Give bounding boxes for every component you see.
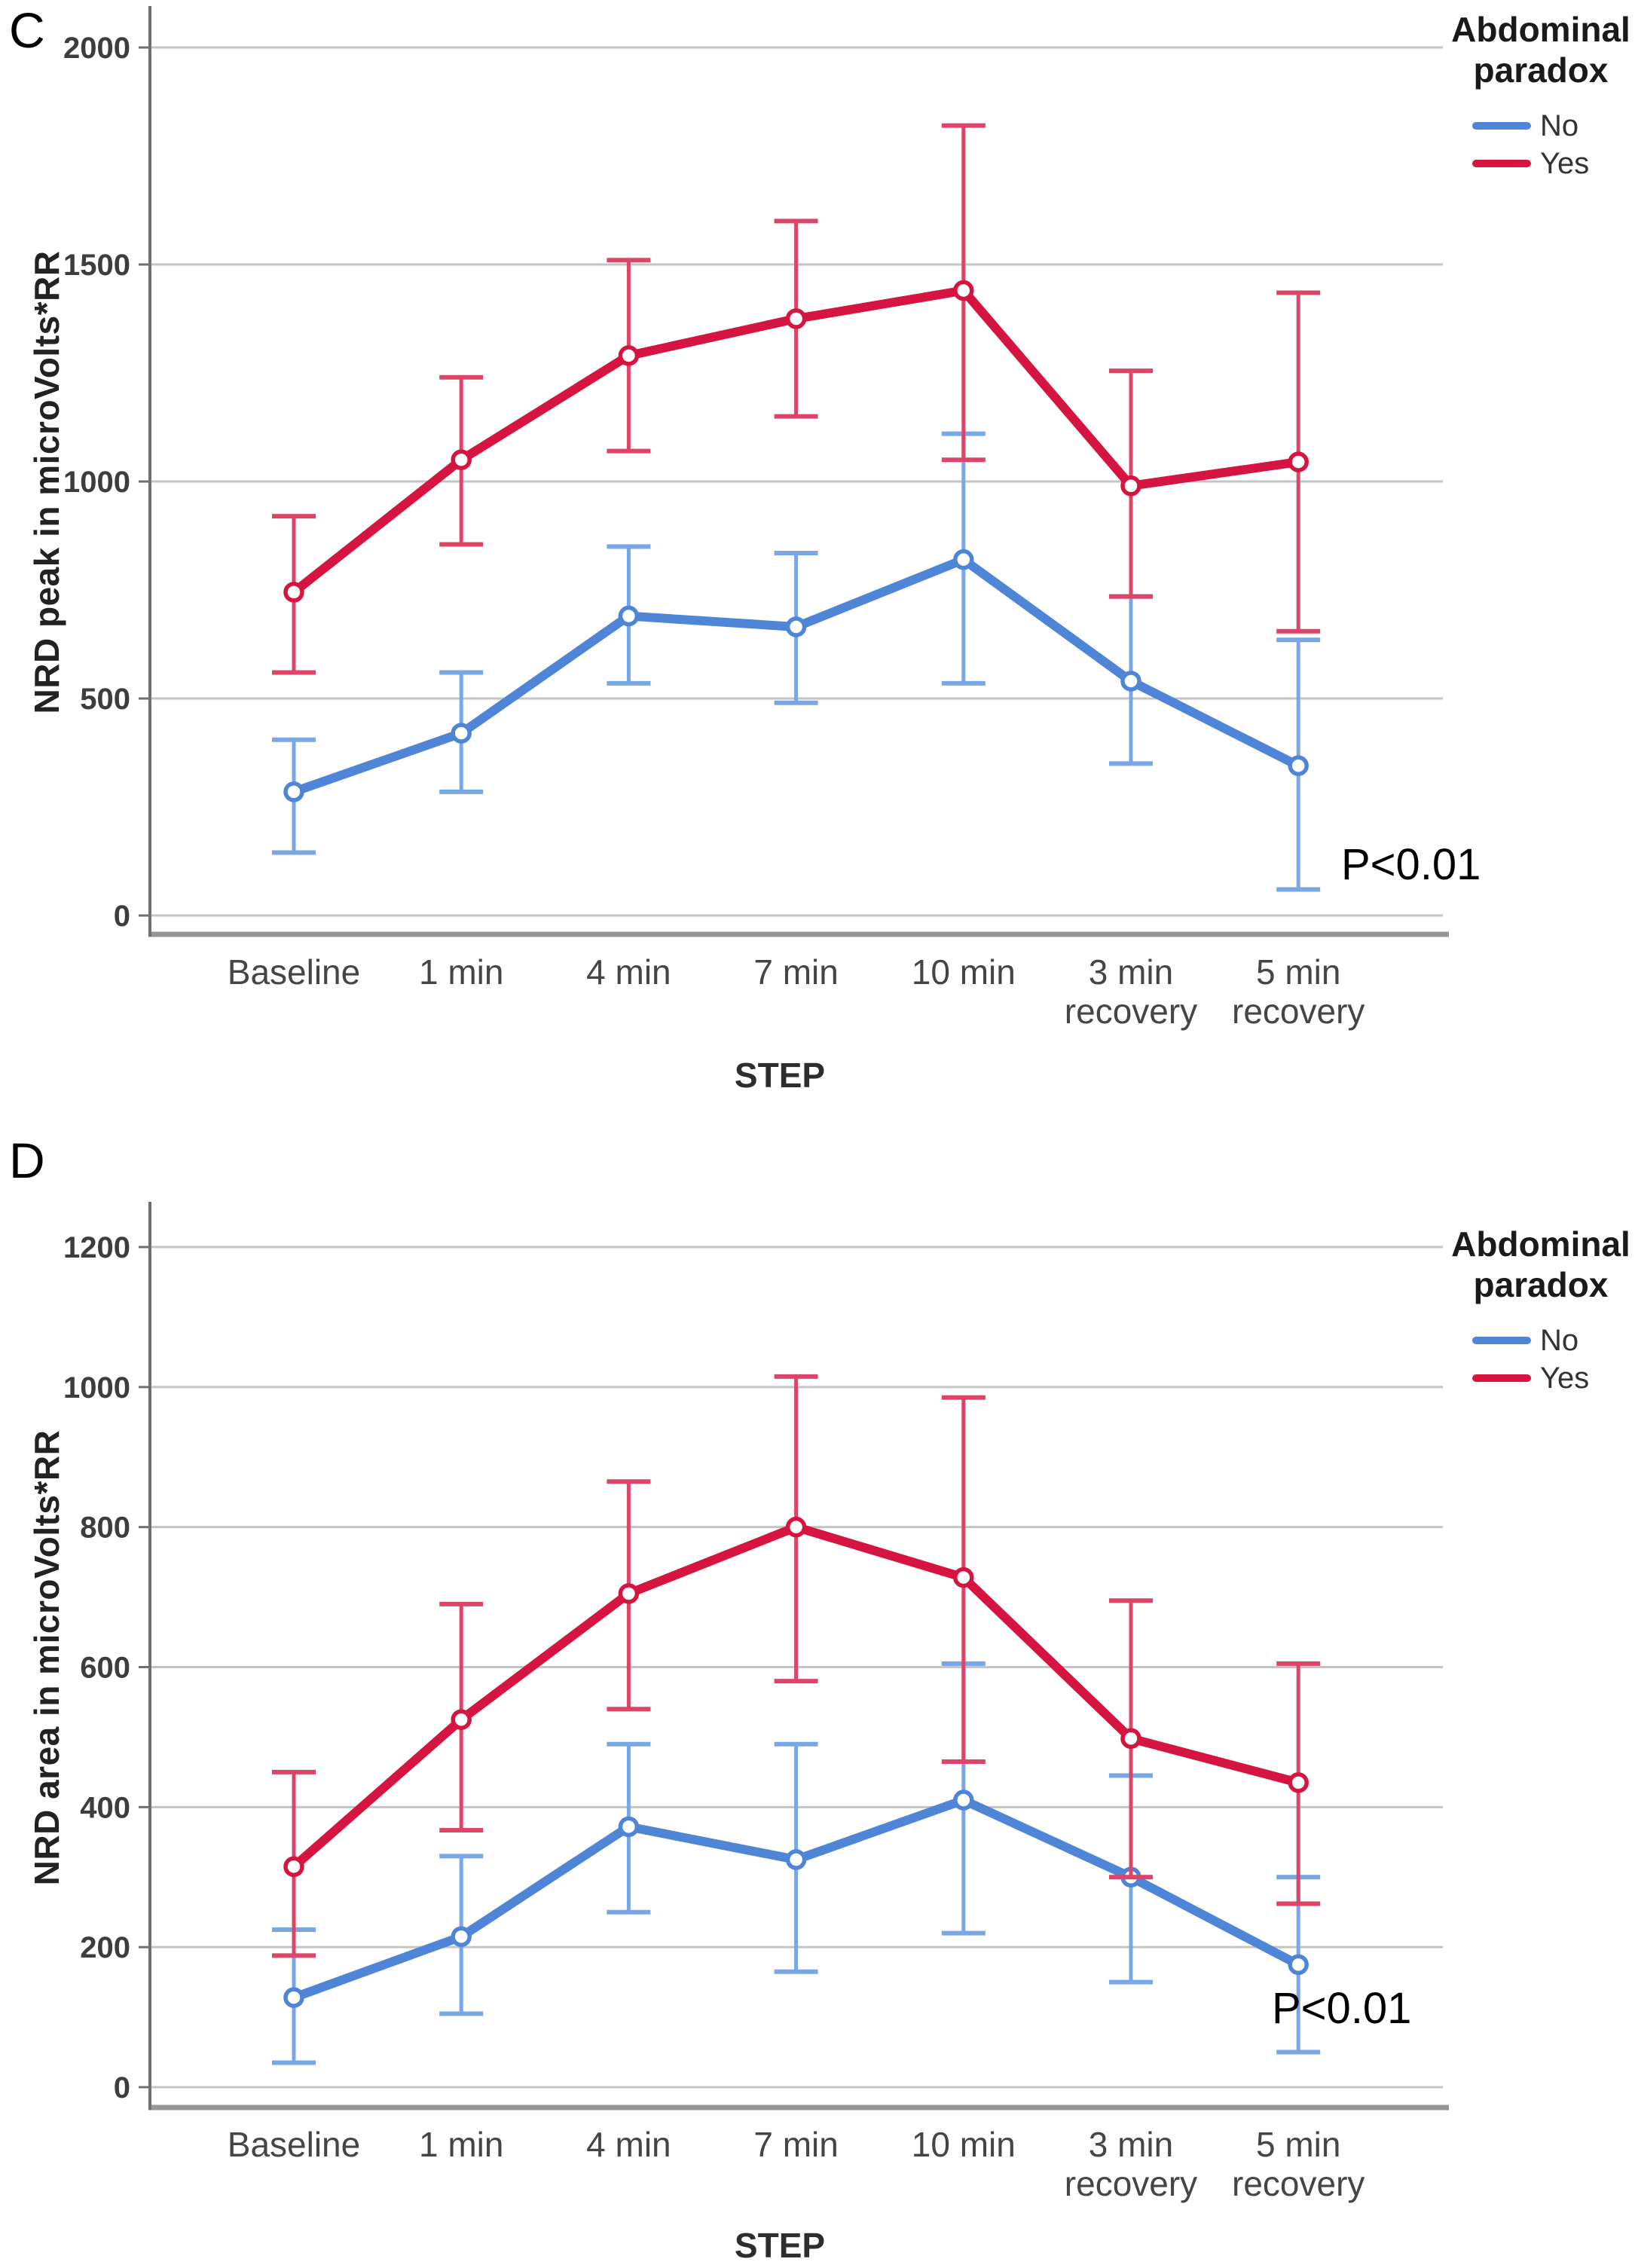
legend-line-sample-yes <box>1472 160 1531 167</box>
data-point-marker <box>953 549 974 570</box>
data-point-marker <box>451 449 472 470</box>
x-axis-title-c: STEP <box>734 1056 826 1095</box>
legend-item-no: No <box>1444 1322 1638 1359</box>
data-point-marker <box>785 1516 807 1538</box>
data-point-marker <box>1120 1728 1141 1750</box>
x-category-label: 7 min <box>753 2125 838 2164</box>
data-point-marker <box>785 616 807 637</box>
x-category-label: 7 min <box>753 952 838 992</box>
y-tick-label-800: 800 <box>80 1511 130 1545</box>
x-category-labels: Baseline 1 min 4 min 7 min 10 min 3 minrecove… <box>228 2125 1365 2203</box>
data-point-marker <box>1120 475 1141 497</box>
panel-d: 0 200 400 600 800 1000 1200 Baseline 1 min 4 min 7… <box>0 1130 1638 2268</box>
axes <box>148 6 1449 937</box>
data-point-marker <box>953 1790 974 1811</box>
legend-item-yes: Yes <box>1444 145 1638 182</box>
data-point-marker <box>283 582 304 603</box>
x-category-label: 3 min <box>1089 2125 1173 2164</box>
legend-line-sample-no <box>1472 122 1531 130</box>
data-point-marker <box>618 345 640 366</box>
y-tick-label-1500: 1500 <box>63 249 130 282</box>
data-point-marker <box>283 1987 304 2008</box>
data-point-marker <box>785 1849 807 1870</box>
x-category-label-line2: recovery <box>1232 2164 1364 2203</box>
legend-c: Abdominal paradox No Yes <box>1444 9 1638 182</box>
data-point-marker <box>1288 755 1309 777</box>
data-point-marker <box>618 1583 640 1604</box>
y-tick-label-500: 500 <box>80 683 130 716</box>
series-no <box>272 1661 1321 2065</box>
series-yes <box>272 1374 1321 1958</box>
data-point-marker <box>283 781 304 802</box>
legend-item-no: No <box>1444 107 1638 145</box>
data-point-marker <box>283 1856 304 1878</box>
series-no <box>272 431 1321 892</box>
y-ticks: 0 200 400 600 800 1000 1200 <box>63 1231 150 2104</box>
x-category-label-line2: recovery <box>1065 2164 1197 2203</box>
panel-letter-d: D <box>9 1132 45 1188</box>
data-point-marker <box>451 1709 472 1730</box>
data-point-marker <box>1120 671 1141 692</box>
axes <box>148 1202 1449 2111</box>
y-tick-label-1000: 1000 <box>63 1371 130 1405</box>
gridlines <box>150 46 1443 917</box>
x-axis-title-d: STEP <box>734 2226 826 2265</box>
y-tick-label-2000: 2000 <box>63 32 130 65</box>
x-category-label: 4 min <box>586 952 671 992</box>
legend-label-yes: Yes <box>1540 146 1590 180</box>
y-tick-label-1200: 1200 <box>63 1231 130 1264</box>
x-category-label: 5 min <box>1256 952 1340 992</box>
panel-c: 0 500 1000 1500 2000 Baseline 1 min 4 min 7 min 1… <box>0 0 1638 1130</box>
x-category-label: 10 min <box>912 2125 1016 2164</box>
x-category-label: 10 min <box>912 952 1016 992</box>
legend-line-sample-no <box>1472 1337 1531 1344</box>
p-value-annotation-c: P<0.01 <box>1341 840 1481 889</box>
legend-d: Abdominal paradox No Yes <box>1444 1224 1638 1397</box>
legend-title-c: Abdominal paradox <box>1451 10 1630 90</box>
y-axis-title-c: NRD peak in microVolts*RR <box>27 250 66 714</box>
data-point-marker <box>785 308 807 329</box>
x-category-label: 5 min <box>1256 2125 1340 2164</box>
legend-label-no: No <box>1540 1323 1579 1357</box>
y-tick-label-0: 0 <box>114 2071 130 2104</box>
x-category-label: 1 min <box>419 2125 503 2164</box>
data-point-marker <box>953 1567 974 1588</box>
data-point-marker <box>1288 1772 1309 1793</box>
legend-line-sample-yes <box>1472 1374 1531 1382</box>
legend-label-no: No <box>1540 109 1579 142</box>
data-point-marker <box>618 1816 640 1838</box>
y-tick-label-600: 600 <box>80 1652 130 1685</box>
y-tick-label-0: 0 <box>114 900 130 933</box>
panel-letter-c: C <box>9 2 45 58</box>
x-category-label-line2: recovery <box>1232 992 1364 1031</box>
data-point-marker <box>451 723 472 744</box>
x-category-labels: Baseline 1 min 4 min 7 min 10 min 3 minrecove… <box>228 952 1365 1031</box>
series-yes <box>272 123 1321 675</box>
y-tick-label-200: 200 <box>80 1931 130 1964</box>
x-category-label: Baseline <box>228 952 360 992</box>
x-category-label: 4 min <box>586 2125 671 2164</box>
y-tick-label-400: 400 <box>80 1791 130 1824</box>
legend-label-yes: Yes <box>1540 1361 1590 1395</box>
legend-item-yes: Yes <box>1444 1359 1638 1397</box>
p-value-annotation-d: P<0.01 <box>1272 1984 1412 2033</box>
data-point-marker <box>953 280 974 301</box>
chart-c-plot: 0 500 1000 1500 2000 Baseline 1 min 4 min 7 min 1… <box>63 6 1449 1031</box>
data-point-marker <box>451 1926 472 1947</box>
data-point-marker <box>1288 1954 1309 1976</box>
x-category-label: 1 min <box>419 952 503 992</box>
data-point-marker <box>618 605 640 627</box>
x-category-label: 3 min <box>1089 952 1173 992</box>
y-tick-label-1000: 1000 <box>63 466 130 499</box>
y-axis-title-d: NRD area in microVolts*RR <box>27 1429 66 1886</box>
x-category-label-line2: recovery <box>1065 992 1197 1031</box>
y-ticks: 0 500 1000 1500 2000 <box>63 32 150 933</box>
legend-title-d: Abdominal paradox <box>1451 1224 1630 1304</box>
x-category-label: Baseline <box>228 2125 360 2164</box>
chart-d-plot: 0 200 400 600 800 1000 1200 Baseline 1 min 4 min 7… <box>63 1202 1449 2203</box>
data-point-marker <box>1288 451 1309 472</box>
